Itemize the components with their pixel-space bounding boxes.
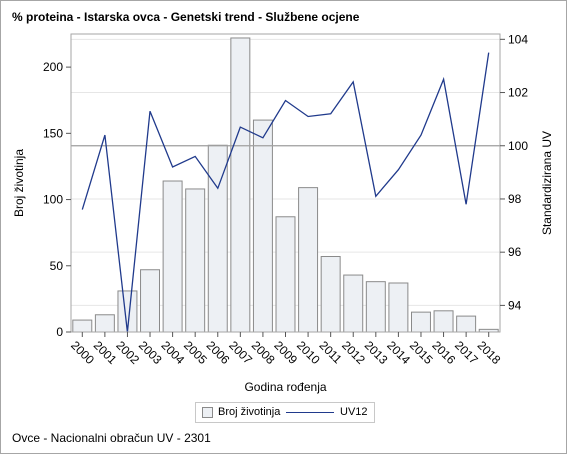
bar	[456, 315, 477, 333]
y-tick-label: 0	[56, 325, 63, 339]
y2-tick-label: 96	[508, 245, 522, 259]
bar	[275, 216, 296, 333]
x-tick-label: 2011	[317, 338, 345, 366]
bar	[185, 188, 206, 333]
y2-tick-label: 104	[508, 32, 528, 46]
x-tick-label: 2005	[181, 338, 210, 367]
x-tick-label: 2013	[362, 338, 391, 367]
x-tick-label: 2000	[68, 338, 97, 367]
x-tick-label: 2008	[249, 338, 278, 367]
y2-tick-label: 98	[508, 192, 522, 206]
x-tick-label: 2003	[136, 338, 165, 367]
bar	[298, 187, 319, 333]
x-tick-label: 2010	[294, 338, 323, 367]
legend-line-label: UV12	[340, 406, 368, 418]
x-tick-label: 2017	[452, 338, 481, 367]
footnote: Ovce - Nacionalni obračun UV - 2301	[12, 431, 211, 445]
x-tick-label: 2007	[226, 338, 255, 367]
bar	[140, 269, 161, 333]
bar	[72, 319, 93, 333]
x-tick-label: 2014	[384, 338, 413, 367]
y-tick-label: 50	[50, 259, 64, 273]
legend-bar-swatch	[202, 406, 213, 418]
legend-bars-label: Broj životinja	[218, 406, 281, 418]
y-tick-label: 200	[43, 60, 63, 74]
bar	[410, 311, 431, 333]
x-tick-label: 2012	[339, 338, 368, 367]
bar	[433, 310, 454, 333]
x-tick-label: 2009	[271, 338, 300, 367]
x-tick-label: 2006	[204, 338, 233, 367]
bar	[94, 314, 115, 333]
legend: Broj životinja UV12	[195, 402, 375, 423]
y-axis-label: Broj životinja	[12, 149, 26, 217]
x-tick-label: 2015	[407, 338, 436, 367]
series-line-uv12	[81, 52, 490, 333]
y2-tick-label: 102	[508, 86, 528, 100]
x-tick-label: 2002	[113, 338, 142, 367]
bar	[230, 37, 251, 333]
legend-item-line: UV12	[286, 406, 368, 418]
bar	[207, 144, 228, 333]
legend-line-swatch	[286, 411, 334, 413]
x-tick-label: 2016	[429, 338, 458, 367]
bar	[388, 282, 409, 333]
y-tick-label: 100	[43, 193, 63, 207]
x-tick-label: 2018	[475, 338, 504, 367]
y-tick-label: 150	[43, 126, 63, 140]
bar	[365, 281, 386, 333]
bar	[162, 180, 183, 333]
chart-svg: 0501001502009496981001021042000200120022…	[12, 32, 554, 394]
y2-tick-label: 94	[508, 298, 522, 312]
x-axis-label: Godina rođenja	[244, 380, 326, 394]
bar	[252, 119, 273, 333]
chart-title: % proteina - Istarska ovca - Genetski tr…	[12, 10, 360, 24]
y2-axis-label: Standardizirana UV	[540, 131, 554, 235]
legend-item-bars: Broj životinja	[202, 406, 280, 418]
bar	[320, 256, 341, 333]
bar	[343, 274, 364, 333]
x-tick-label: 2001	[91, 338, 120, 367]
x-tick-label: 2004	[158, 338, 187, 367]
y2-tick-label: 100	[508, 139, 528, 153]
